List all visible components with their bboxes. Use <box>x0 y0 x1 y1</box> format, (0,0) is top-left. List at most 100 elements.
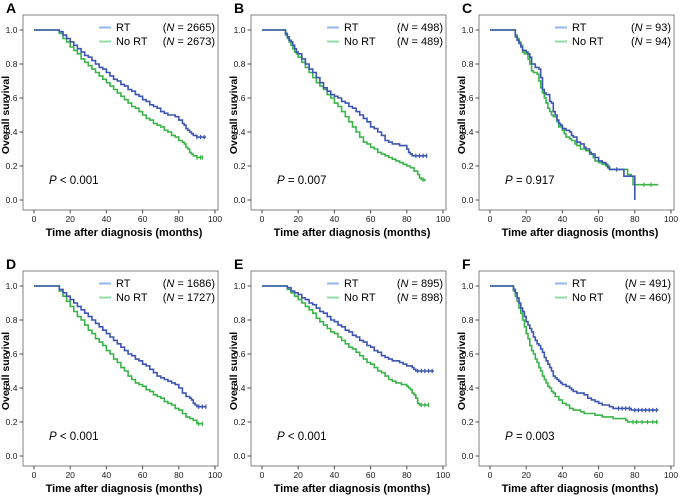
legend-name-rt: RT <box>116 22 131 34</box>
x-tick-label: 60 <box>138 214 148 224</box>
legend-n-nort: (N = 1727) <box>163 292 215 304</box>
legend: RT (N = 498) No RT (N = 489) <box>327 22 443 48</box>
y-tick-label: 1.0 <box>234 281 246 291</box>
y-tick-label: 1.0 <box>6 281 18 291</box>
plot-area: 0 20 40 60 80 100 0.0 0.2 0.4 0.6 0.8 1.0 <box>6 14 222 224</box>
y-tick-label: 0.2 <box>462 417 474 427</box>
x-tick-label: 60 <box>366 214 376 224</box>
legend-name-nort: No RT <box>116 36 148 48</box>
x-tick-label: 40 <box>330 470 340 480</box>
plot-area: 0 20 40 60 80 100 0.0 0.2 0.4 0.6 0.8 1.0 <box>234 270 450 480</box>
panel-letter: A <box>6 0 16 16</box>
y-tick-label: 0.0 <box>462 195 474 205</box>
x-tick-label: 60 <box>366 470 376 480</box>
p-value: P < 0.001 <box>277 431 327 443</box>
x-tick-label: 60 <box>594 214 604 224</box>
y-tick-label: 0.2 <box>234 417 246 427</box>
y-tick-label: 1.0 <box>6 25 18 35</box>
plot-area: 0 20 40 60 80 100 0.0 0.2 0.4 0.6 0.8 1.0 <box>462 14 678 224</box>
plot-frame <box>250 14 447 211</box>
legend-n-nort: (N = 460) <box>625 292 671 304</box>
y-tick-label: 0.8 <box>6 315 18 325</box>
x-tick-label: 60 <box>138 470 148 480</box>
y-tick-label: 0.6 <box>234 93 246 103</box>
y-tick-label: 0.6 <box>234 349 246 359</box>
x-tick-label: 100 <box>436 470 450 480</box>
legend-n-rt: (N = 895) <box>397 278 443 290</box>
y-tick-label: 0.4 <box>234 383 246 393</box>
x-tick-label: 20 <box>521 470 531 480</box>
p-value: P < 0.001 <box>49 431 99 443</box>
x-tick-label: 80 <box>630 214 640 224</box>
x-tick-label: 20 <box>65 214 75 224</box>
y-tick-label: 0.4 <box>462 127 474 137</box>
y-tick-label: 0.8 <box>462 315 474 325</box>
x-tick-label: 100 <box>664 214 678 224</box>
panel-letter: D <box>6 256 16 272</box>
legend: RT (N = 2665) No RT (N = 2673) <box>99 22 215 48</box>
km-curve-nort <box>34 285 203 425</box>
x-tick-label: 0 <box>488 470 493 480</box>
legend-name-rt: RT <box>116 278 131 290</box>
legend: RT (N = 1686) No RT (N = 1727) <box>99 278 215 304</box>
panel-letter: C <box>462 0 472 16</box>
legend-name-rt: RT <box>344 22 359 34</box>
x-tick-label: 0 <box>32 214 37 224</box>
x-tick-label: 40 <box>102 470 112 480</box>
panel-b: B Overall survival Time after diagnosis … <box>228 0 456 249</box>
y-tick-label: 0.0 <box>6 195 18 205</box>
x-axis-label: Time after diagnosis (months) <box>274 227 431 239</box>
panel-letter: F <box>462 256 471 272</box>
y-tick-label: 0.0 <box>462 451 474 461</box>
legend-n-rt: (N = 1686) <box>163 278 215 290</box>
legend-n-rt: (N = 491) <box>625 278 671 290</box>
plot-area: 0 20 40 60 80 100 0.0 0.2 0.4 0.6 0.8 1.0 <box>462 270 678 480</box>
y-tick-label: 0.0 <box>234 451 246 461</box>
x-tick-label: 20 <box>65 470 75 480</box>
panel-f: F Overall survival Time after diagnosis … <box>456 249 685 499</box>
panel-d: D Overall survival Time after diagnosis … <box>0 249 228 499</box>
p-value: P = 0.003 <box>505 431 555 443</box>
x-axis-label: Time after diagnosis (months) <box>502 483 659 495</box>
km-curve-nort <box>34 29 203 159</box>
km-curve-rt <box>34 29 206 138</box>
panel-c-chart: C Overall survival Time after diagnosis … <box>456 0 678 239</box>
y-tick-label: 1.0 <box>462 281 474 291</box>
x-tick-label: 40 <box>558 470 568 480</box>
y-tick-label: 1.0 <box>462 25 474 35</box>
p-value: P < 0.001 <box>49 175 99 187</box>
x-axis-label: Time after diagnosis (months) <box>46 483 203 495</box>
legend: RT (N = 895) No RT (N = 898) <box>327 278 443 304</box>
legend-n-rt: (N = 498) <box>397 22 443 34</box>
km-curve-nort <box>490 29 659 186</box>
legend-n-nort: (N = 489) <box>397 36 443 48</box>
legend-n-rt: (N = 93) <box>631 22 671 34</box>
x-tick-label: 80 <box>630 470 640 480</box>
y-tick-label: 0.8 <box>6 59 18 69</box>
y-axis-label: Overall survival <box>0 76 12 154</box>
legend-name-rt: RT <box>572 278 587 290</box>
y-tick-label: 0.8 <box>234 315 246 325</box>
x-tick-label: 0 <box>260 214 265 224</box>
x-tick-label: 20 <box>521 214 531 224</box>
panel-f-chart: F Overall survival Time after diagnosis … <box>456 256 678 495</box>
x-tick-label: 20 <box>293 214 303 224</box>
x-tick-label: 80 <box>174 214 184 224</box>
y-tick-label: 0.4 <box>462 383 474 393</box>
legend-n-nort: (N = 898) <box>397 292 443 304</box>
plot-frame <box>22 270 219 467</box>
legend-name-nort: No RT <box>572 36 604 48</box>
plot-area: 0 20 40 60 80 100 0.0 0.2 0.4 0.6 0.8 1.0 <box>234 14 450 224</box>
plot-frame <box>478 270 675 467</box>
legend: RT (N = 93) No RT (N = 94) <box>555 22 671 48</box>
km-curve-rt <box>262 285 434 372</box>
panel-letter: E <box>234 256 243 272</box>
legend-name-nort: No RT <box>344 292 376 304</box>
km-curve-rt <box>262 29 427 157</box>
legend-n-rt: (N = 2665) <box>163 22 215 34</box>
plot-frame <box>250 270 447 467</box>
x-tick-label: 100 <box>208 214 222 224</box>
y-tick-label: 0.4 <box>6 127 18 137</box>
y-axis-label: Overall survival <box>0 332 12 410</box>
